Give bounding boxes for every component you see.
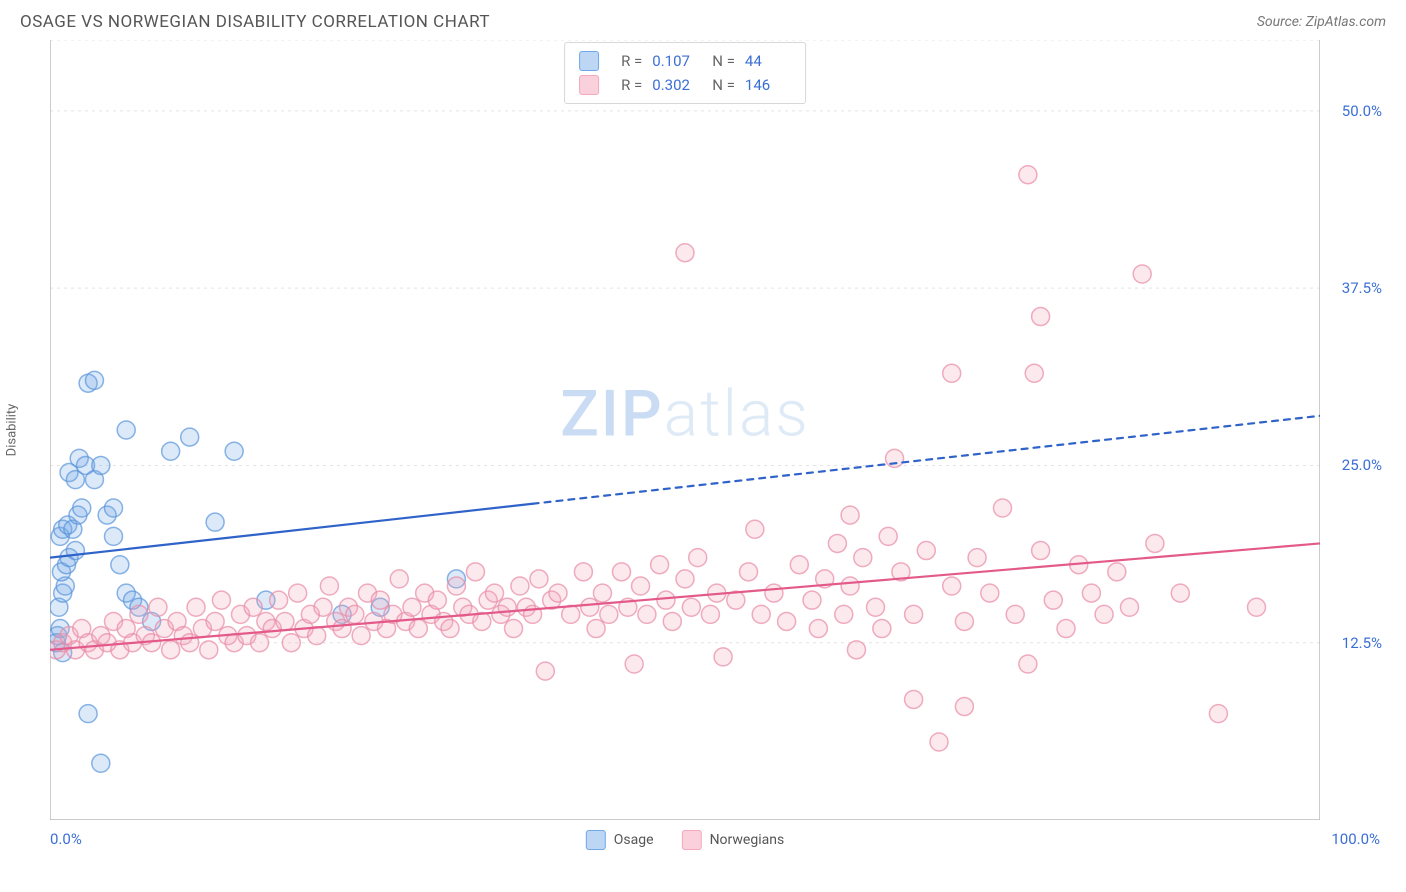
- norwegians-r-value: 0.302: [652, 73, 698, 97]
- chart-source: Source: ZipAtlas.com: [1257, 14, 1386, 30]
- scatter-plot: ZIPatlas R = 0.107 N = 44 R = 0.302 N = …: [50, 40, 1320, 820]
- osage-r-value: 0.107: [652, 49, 698, 73]
- legend-label-osage: Osage: [614, 832, 654, 848]
- legend-item-norwegians: Norwegians: [682, 830, 785, 850]
- y-tick-label: 25.0%: [1342, 456, 1382, 474]
- legend-swatch-norwegians: [682, 830, 702, 850]
- norwegians-n-value: 146: [745, 73, 791, 97]
- y-tick-label: 50.0%: [1342, 102, 1382, 120]
- y-tick-label: 37.5%: [1342, 279, 1382, 297]
- chart-header: OSAGE VS NORWEGIAN DISABILITY CORRELATIO…: [0, 0, 1406, 40]
- y-tick-label: 12.5%: [1342, 634, 1382, 652]
- legend-label-norwegians: Norwegians: [710, 832, 785, 848]
- osage-n-value: 44: [745, 49, 791, 73]
- y-axis-label: Disability: [5, 404, 20, 457]
- plot-svg: [50, 40, 1320, 820]
- stats-legend-box: R = 0.107 N = 44 R = 0.302 N = 146: [564, 42, 806, 104]
- legend-swatch-osage: [586, 830, 606, 850]
- x-min-label: 0.0%: [50, 830, 82, 848]
- swatch-osage: [579, 51, 599, 71]
- bottom-legend: Osage Norwegians: [586, 830, 784, 850]
- swatch-norwegians: [579, 75, 599, 95]
- chart-title: OSAGE VS NORWEGIAN DISABILITY CORRELATIO…: [20, 12, 490, 32]
- stats-row-norwegians: R = 0.302 N = 146: [579, 73, 791, 97]
- legend-item-osage: Osage: [586, 830, 654, 850]
- x-max-label: 100.0%: [1331, 830, 1380, 848]
- chart-container: Disability ZIPatlas R = 0.107 N = 44 R =…: [20, 40, 1386, 820]
- stats-row-osage: R = 0.107 N = 44: [579, 49, 791, 73]
